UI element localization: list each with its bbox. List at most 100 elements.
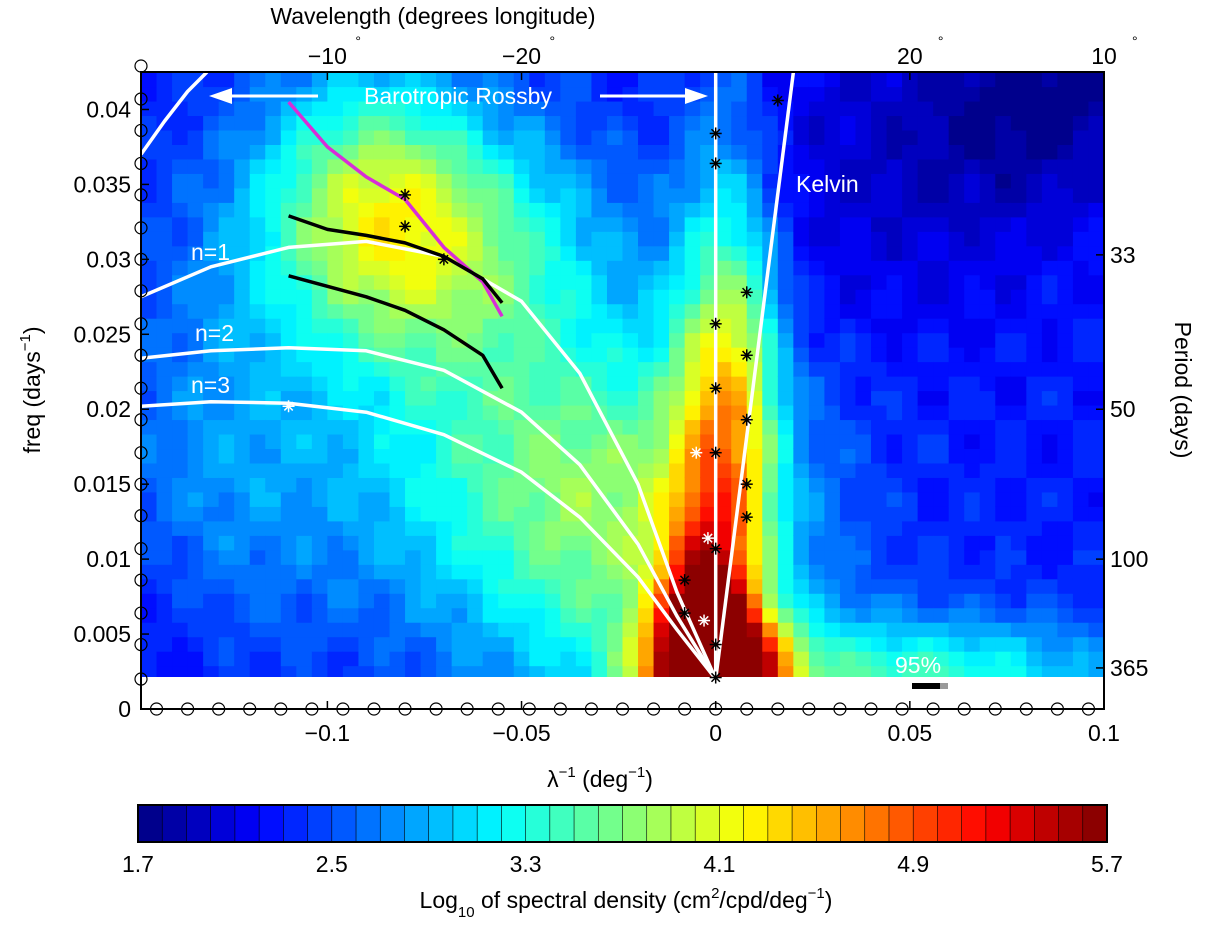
heat-cell bbox=[871, 376, 888, 392]
heat-cell bbox=[793, 100, 810, 117]
heat-cell bbox=[902, 361, 919, 377]
heat-cell bbox=[886, 100, 903, 117]
heat-cell bbox=[638, 144, 655, 160]
heat-cell bbox=[606, 173, 624, 189]
heat-cell bbox=[451, 651, 468, 667]
heat-cell bbox=[669, 245, 686, 261]
heat-cell bbox=[1041, 318, 1058, 334]
heat-cell bbox=[777, 231, 794, 247]
heat-cell bbox=[669, 289, 686, 305]
heat-cell bbox=[544, 173, 561, 189]
heat-cell bbox=[234, 303, 251, 319]
heat-cell bbox=[544, 303, 561, 319]
heat-cell bbox=[296, 231, 313, 247]
heat-cell bbox=[995, 462, 1012, 478]
heat-cell bbox=[1072, 419, 1090, 435]
heat-cell bbox=[824, 289, 841, 305]
heat-cell bbox=[513, 361, 530, 377]
heat-cell bbox=[622, 274, 639, 290]
heat-cell bbox=[560, 390, 577, 406]
heat-cell bbox=[436, 520, 453, 536]
heat-cell bbox=[886, 72, 903, 88]
heat-cell bbox=[172, 245, 189, 261]
heat-cell bbox=[1041, 665, 1058, 681]
heat-cell bbox=[405, 651, 422, 667]
heat-cell bbox=[948, 72, 965, 88]
heat-cell bbox=[1072, 462, 1090, 478]
heat-cell bbox=[451, 506, 468, 522]
heat-cell bbox=[234, 86, 251, 102]
heat-cell bbox=[234, 376, 251, 392]
heat-cell bbox=[389, 506, 406, 522]
heat-cell bbox=[824, 187, 841, 203]
heat-cell bbox=[871, 477, 888, 493]
heat-cell bbox=[715, 129, 732, 145]
heat-cell bbox=[405, 506, 422, 522]
heat-cell bbox=[1072, 332, 1090, 348]
heat-cell bbox=[1057, 202, 1074, 218]
heat-cell bbox=[467, 318, 484, 334]
heat-cell bbox=[653, 260, 670, 276]
heat-cell bbox=[172, 549, 189, 565]
heat-cell bbox=[234, 173, 251, 189]
heat-cell bbox=[249, 158, 266, 174]
heat-cell bbox=[653, 72, 670, 88]
heat-cell bbox=[249, 231, 266, 247]
heat-cell bbox=[482, 506, 499, 522]
heat-cell bbox=[948, 173, 965, 189]
heat-cell bbox=[824, 448, 841, 464]
heat-cell bbox=[172, 607, 189, 623]
heat-cell bbox=[575, 564, 593, 580]
heat-cell bbox=[280, 231, 297, 247]
heat-cell bbox=[777, 520, 794, 536]
heat-cell bbox=[793, 448, 810, 464]
heat-cell bbox=[203, 376, 220, 392]
heat-cell bbox=[606, 622, 624, 638]
heat-cell bbox=[1088, 520, 1104, 536]
heat-cell bbox=[1026, 607, 1043, 623]
top-tick-degree: ° bbox=[1132, 33, 1138, 49]
heat-cell bbox=[544, 289, 561, 305]
y-tick-label: 0.02 bbox=[86, 396, 131, 422]
heat-cell bbox=[839, 173, 857, 189]
heat-cell bbox=[777, 549, 794, 565]
heat-cell bbox=[979, 216, 996, 232]
heat-cell bbox=[560, 260, 577, 276]
heat-cell bbox=[1041, 419, 1058, 435]
heat-cell bbox=[808, 593, 826, 609]
heat-cell bbox=[995, 202, 1012, 218]
heat-cell bbox=[902, 158, 919, 174]
heat-cell bbox=[482, 520, 499, 536]
heat-cell bbox=[575, 419, 593, 435]
heat-cell bbox=[141, 607, 158, 623]
heat-cell bbox=[311, 289, 328, 305]
heat-cell bbox=[156, 506, 173, 522]
heat-cell bbox=[824, 216, 841, 232]
plot-frame bbox=[140, 71, 1105, 710]
heat-cell bbox=[948, 622, 965, 638]
heat-cell bbox=[203, 491, 220, 507]
heat-cell bbox=[467, 564, 484, 580]
heat-cell bbox=[793, 115, 810, 131]
heat-cell bbox=[234, 448, 251, 464]
heat-cell bbox=[777, 347, 794, 363]
heat-cell bbox=[948, 303, 965, 319]
heat-cell bbox=[327, 115, 344, 131]
heat-cell bbox=[389, 289, 406, 305]
heat-cell bbox=[436, 216, 453, 232]
heat-cell bbox=[902, 491, 919, 507]
heat-cell bbox=[653, 86, 670, 102]
heat-cell bbox=[420, 100, 437, 117]
heat-cell bbox=[498, 506, 515, 522]
heat-cell bbox=[389, 622, 406, 638]
x-tick-label: −0.1 bbox=[305, 720, 350, 746]
heat-cell bbox=[933, 506, 950, 522]
heat-cell bbox=[839, 419, 857, 435]
heat-cell bbox=[405, 665, 422, 681]
heat-cell bbox=[172, 665, 189, 681]
heat-cell bbox=[700, 419, 717, 435]
heat-cell bbox=[746, 520, 763, 536]
colorbar-segment bbox=[549, 804, 575, 843]
heat-cell bbox=[358, 593, 375, 609]
heat-cell bbox=[187, 115, 204, 131]
